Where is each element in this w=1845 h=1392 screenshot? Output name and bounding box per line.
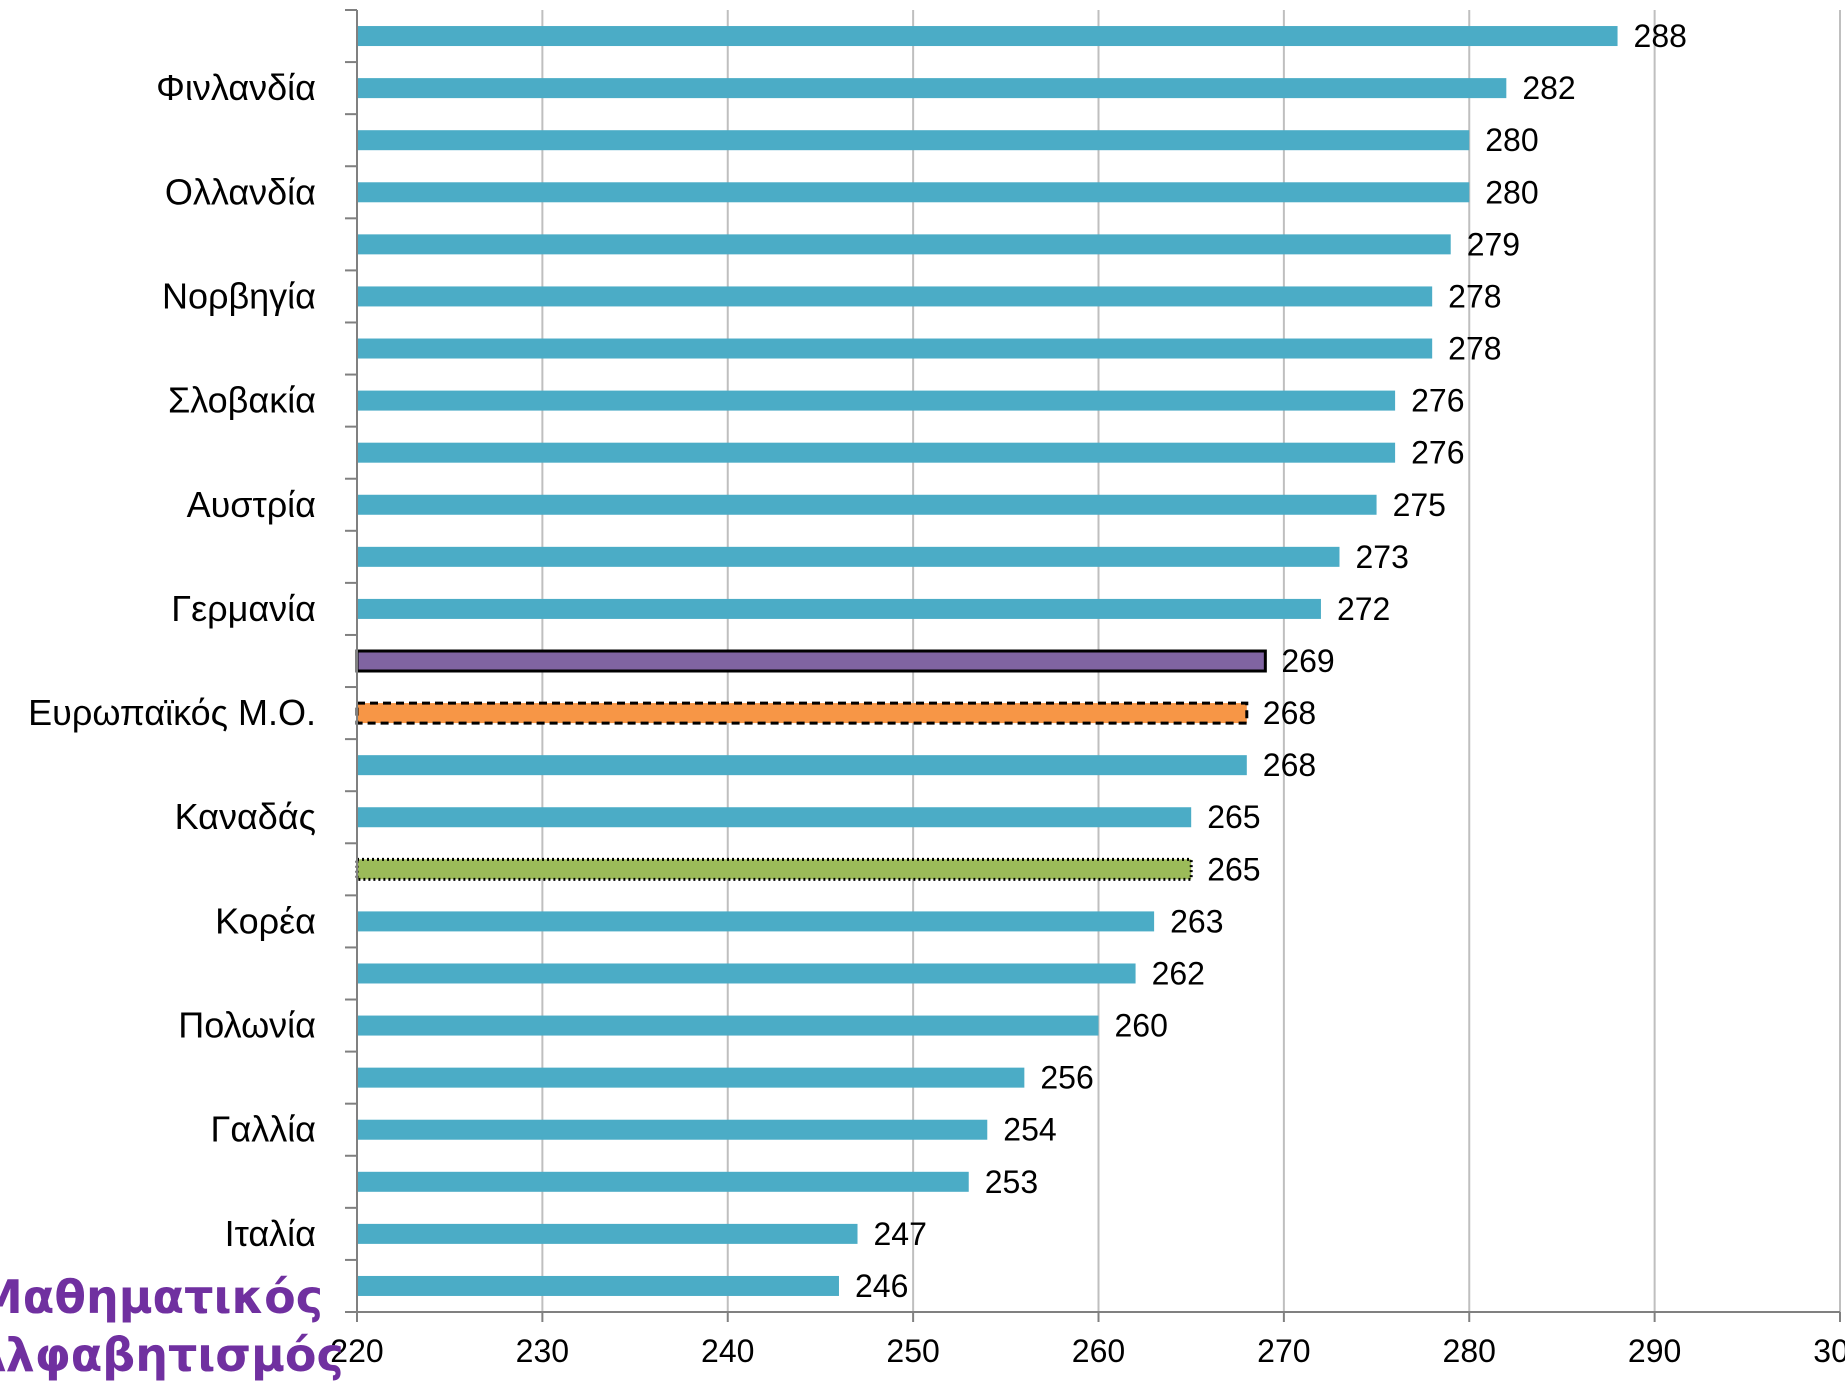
bar-highlight xyxy=(355,701,1249,725)
data-label: 278 xyxy=(1448,331,1501,367)
bar xyxy=(357,494,1377,515)
data-label: 275 xyxy=(1393,487,1446,523)
category-label: Φινλανδία xyxy=(156,67,316,108)
category-label: Ολλανδία xyxy=(165,171,316,212)
bar-highlight xyxy=(355,649,1267,673)
corner-title-line-1: Μαθηματικός xyxy=(0,1270,323,1324)
data-label: 254 xyxy=(1003,1112,1056,1148)
data-label: 278 xyxy=(1448,278,1501,314)
category-label: Γαλλία xyxy=(211,1109,316,1150)
data-label: 263 xyxy=(1170,903,1223,939)
bar xyxy=(357,963,1136,984)
corner-title: Μαθηματικός Αλφαβητισμός xyxy=(0,1268,344,1384)
bar xyxy=(357,546,1340,567)
category-label: Πολωνία xyxy=(178,1005,316,1046)
data-label: 262 xyxy=(1152,955,1205,991)
bar xyxy=(357,755,1247,776)
data-label: 276 xyxy=(1411,383,1464,419)
data-label: 265 xyxy=(1207,799,1260,835)
category-label: Ιταλία xyxy=(225,1213,316,1254)
category-label: Ευρωπαϊκός Μ.Ο. xyxy=(28,692,316,733)
data-label: 253 xyxy=(985,1164,1038,1200)
data-label: 268 xyxy=(1263,747,1316,783)
bar xyxy=(357,1067,1025,1088)
bar xyxy=(357,1275,839,1296)
category-label: Καναδάς xyxy=(175,796,316,837)
bar xyxy=(357,130,1470,151)
x-tick-label: 280 xyxy=(1443,1333,1496,1369)
bar xyxy=(357,1119,988,1140)
data-label: 279 xyxy=(1467,226,1520,262)
bar xyxy=(357,598,1321,619)
bar xyxy=(357,286,1433,307)
bar xyxy=(357,442,1396,463)
data-label: 256 xyxy=(1040,1060,1093,1096)
x-tick-label: 250 xyxy=(886,1333,939,1369)
category-label: Αυστρία xyxy=(187,484,316,525)
bar xyxy=(357,390,1396,411)
x-tick-label: 300 xyxy=(1813,1333,1845,1369)
bar xyxy=(357,78,1507,99)
bar xyxy=(357,26,1618,47)
data-label: 282 xyxy=(1522,70,1575,106)
category-label: Γερμανία xyxy=(171,588,316,629)
data-label: 268 xyxy=(1263,695,1316,731)
axes xyxy=(345,9,1841,1322)
data-label: 288 xyxy=(1634,18,1687,54)
data-label: 276 xyxy=(1411,435,1464,471)
x-tick-label: 240 xyxy=(701,1333,754,1369)
data-label: 246 xyxy=(855,1268,908,1304)
data-label: 269 xyxy=(1281,643,1334,679)
category-label: Νορβηγία xyxy=(162,275,316,316)
data-label: 265 xyxy=(1207,851,1260,887)
data-label: 280 xyxy=(1485,122,1538,158)
category-label: Κορέα xyxy=(215,900,316,941)
x-tick-label: 270 xyxy=(1257,1333,1310,1369)
bar xyxy=(357,807,1192,828)
bar xyxy=(357,1223,858,1244)
data-label: 280 xyxy=(1485,174,1538,210)
x-tick-label: 260 xyxy=(1072,1333,1125,1369)
bar xyxy=(357,911,1155,932)
bar xyxy=(357,338,1433,359)
bar-highlight xyxy=(355,857,1193,881)
x-tick-label: 290 xyxy=(1628,1333,1681,1369)
data-label: 260 xyxy=(1115,1008,1168,1044)
bar xyxy=(357,1015,1099,1036)
x-tick-label: 230 xyxy=(516,1333,569,1369)
bars xyxy=(355,26,1618,1296)
corner-title-line-2: Αλφαβητισμός xyxy=(0,1328,344,1382)
bar xyxy=(357,234,1451,255)
data-label: 273 xyxy=(1355,539,1408,575)
labels: 220 230 240 250 260 270 280 290 300 288 282 Φινλανδ… xyxy=(28,18,1845,1369)
data-label: 247 xyxy=(874,1216,927,1252)
bar xyxy=(357,182,1470,203)
x-tick-label: 220 xyxy=(330,1333,383,1369)
category-label: Σλοβακία xyxy=(168,380,316,421)
data-label: 272 xyxy=(1337,591,1390,627)
bar xyxy=(357,1171,969,1192)
